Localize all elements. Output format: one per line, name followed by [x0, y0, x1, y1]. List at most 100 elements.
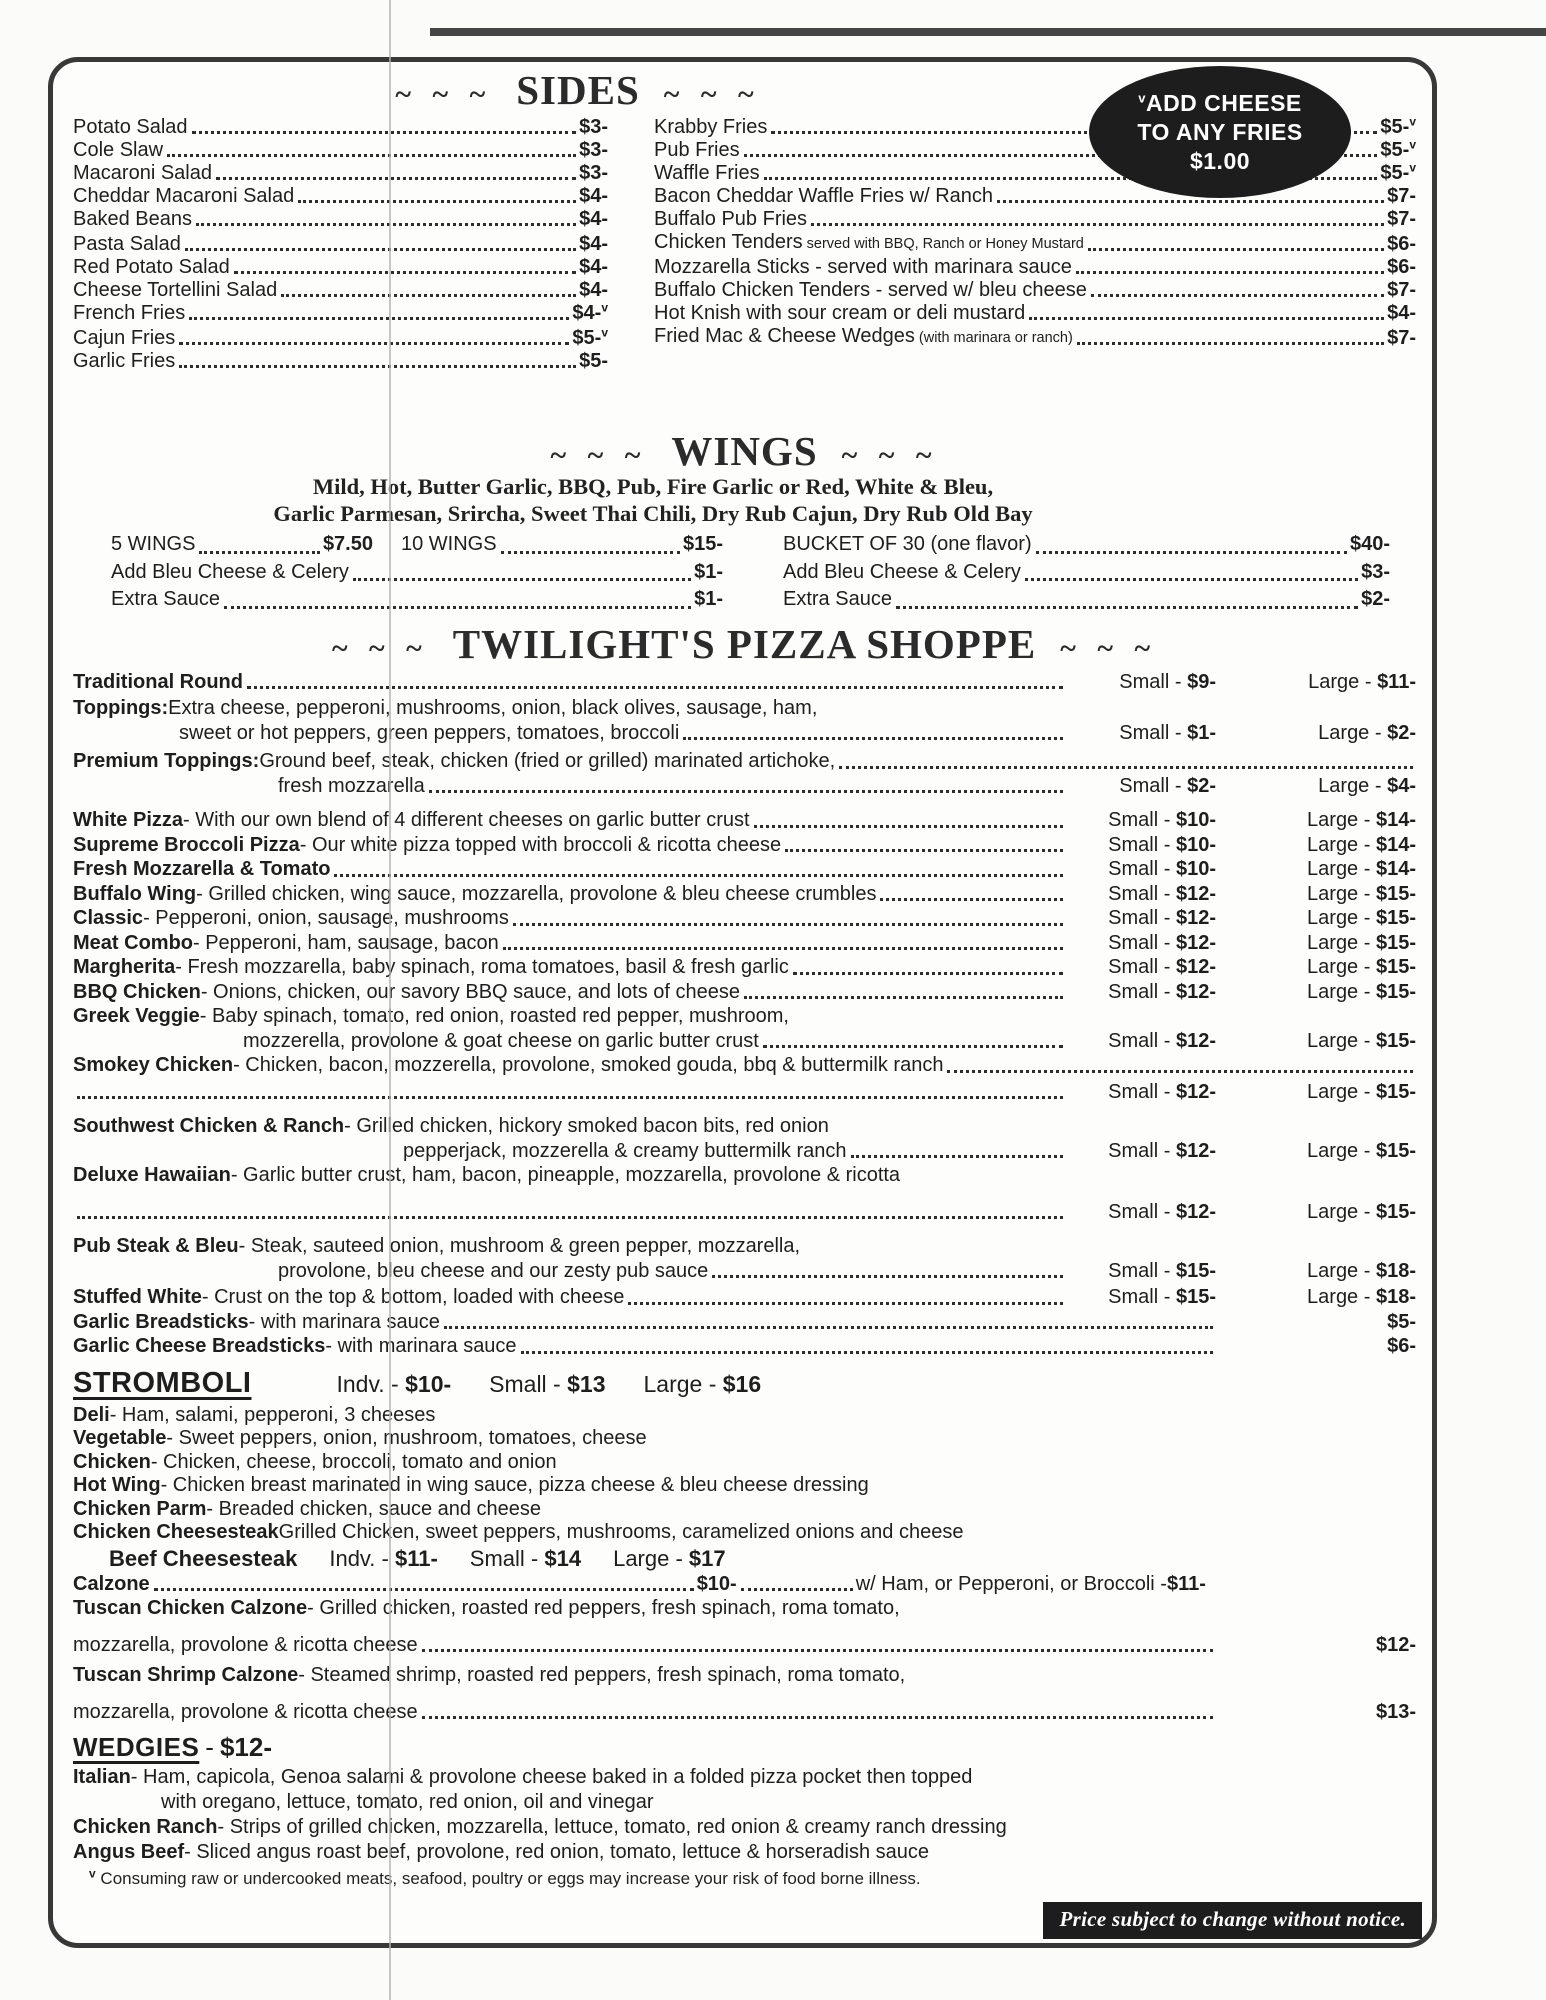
- menu-line: sweet or hot peppers, green peppers, tom…: [179, 721, 1416, 746]
- item-price: $12-: [1175, 980, 1216, 1003]
- menu-item: Cheddar Macaroni Salad $4-: [73, 185, 608, 208]
- wings-flavors-line2: Garlic Parmesan, Srircha, Sweet Thai Chi…: [273, 501, 1033, 526]
- size-label: Small -: [1108, 858, 1176, 880]
- item-name: Krabby Fries: [654, 116, 768, 138]
- menu-line: Margherita - Fresh mozzarella, baby spin…: [73, 955, 1416, 980]
- sides-row: Cheddar Macaroni Salad $4- Bacon Cheddar W…: [73, 185, 1416, 208]
- dotted-leader: [1090, 294, 1385, 297]
- item-price: $12-: [1175, 1139, 1216, 1162]
- item-price: $4-: [579, 279, 608, 301]
- wings-row: Add Bleu Cheese & Celery $1- Add Bleu Chee…: [73, 559, 1416, 587]
- item-price: $15-: [1175, 1286, 1216, 1308]
- size-label: Small -: [1108, 931, 1176, 954]
- item-name: Beef Cheesesteak: [109, 1545, 298, 1571]
- item-description: - Grilled chicken, roasted red peppers, …: [307, 1597, 900, 1619]
- item-description: mozzerella, provolone & goat cheese on g…: [243, 1029, 759, 1052]
- item-description: - Crust on the top & bottom, loaded with…: [201, 1286, 625, 1308]
- footnote-text: Consuming raw or undercooked meats, seaf…: [100, 1869, 921, 1888]
- small-price-col: Small - $12-: [1066, 1029, 1216, 1054]
- menu-item: Baked Beans $4-: [73, 208, 608, 231]
- item-price: $10-: [696, 1572, 737, 1595]
- item-price: $15-: [1375, 931, 1416, 954]
- beef-cheesesteak-line: Beef Cheesesteak Indv. - $11- Small - $14 L…: [109, 1545, 1416, 1572]
- wedgies-header: WEDGIES - $12-: [73, 1732, 1416, 1763]
- wedgies-separator: -: [205, 1732, 214, 1762]
- item-name: Hot Knish with sour cream or deli mustar…: [654, 302, 1026, 324]
- item-price: $15-: [682, 533, 723, 555]
- tilde-ornament: ~ ~ ~: [663, 78, 761, 111]
- large-price-col: Large - $18-: [1216, 1259, 1416, 1284]
- dotted-leader: [500, 550, 680, 554]
- item-price: $15-: [1375, 907, 1416, 929]
- stromboli-header: STROMBOLI Indv. - $10- Small - $13 Large -…: [73, 1367, 1416, 1400]
- sides-title: SIDES: [516, 67, 640, 113]
- item-price: $4-: [579, 233, 608, 255]
- dotted-leader: [1035, 550, 1347, 554]
- item-price: $15-: [1375, 1200, 1416, 1223]
- item-name: Chicken: [73, 1450, 151, 1473]
- size-price: Small - $13: [489, 1371, 605, 1398]
- item-description: - Onions, chicken, our savory BBQ sauce,…: [200, 980, 740, 1003]
- item-price: $5-v: [1380, 114, 1416, 138]
- item-name: Cole Slaw: [73, 139, 164, 161]
- sides-row: Garlic Fries $5-: [73, 350, 1416, 373]
- item-description: - Our white pizza topped with broccoli &…: [299, 833, 782, 856]
- sides-right-cell: Buffalo Pub Fries $7-: [654, 208, 1416, 231]
- dotted-leader: [850, 1155, 1063, 1158]
- sides-row: French Fries $4-v Hot Knish with sour crea…: [73, 300, 1416, 325]
- large-price-col: Large - $15-: [1216, 980, 1416, 1005]
- item-name: Add Bleu Cheese & Celery: [783, 560, 1021, 583]
- sides-right-cell: Waffle Fries $5-v: [654, 161, 1416, 185]
- item-name: Cajun Fries: [73, 327, 176, 349]
- dotted-leader: [153, 1588, 694, 1591]
- price-col: $13-: [1216, 1700, 1416, 1725]
- item-price: $4-: [1387, 302, 1416, 324]
- size-label: Small -: [1119, 721, 1188, 744]
- tilde-ornament: ~ ~ ~: [841, 439, 939, 472]
- large-price-col: Large - $15-: [1216, 931, 1416, 956]
- menu-line: Buffalo Wing - Grilled chicken, wing sau…: [73, 882, 1416, 907]
- dotted-leader: [223, 605, 692, 609]
- size-label: Large -: [1307, 956, 1376, 978]
- item-description: - Breaded chicken, sauce and cheese: [206, 1497, 542, 1520]
- menu-line: provolone, bleu cheese and our zesty pub…: [278, 1259, 1416, 1284]
- dotted-leader: [628, 1301, 1063, 1305]
- menu-item: Pasta Salad $4-: [73, 231, 608, 256]
- sides-row: Cole Slaw $3- Pub Fries $5-v: [73, 138, 1416, 162]
- dotted-leader: [281, 294, 577, 297]
- menu-line: Smokey Chicken - Chicken, bacon, mozzere…: [73, 1053, 1416, 1078]
- size-label: Large -: [613, 1545, 689, 1571]
- sides-left-cell: Baked Beans $4-: [73, 208, 608, 231]
- item-price: $15-: [1175, 1259, 1216, 1282]
- dotted-leader: [1075, 271, 1385, 274]
- menu-item: Potato Salad $3-: [73, 116, 608, 139]
- small-price-col: Small - $15-: [1066, 1285, 1216, 1310]
- small-price-col: Small - $12-: [1066, 980, 1216, 1005]
- add-cheese-badge: vADD CHEESE TO ANY FRIES $1.00: [1089, 66, 1351, 198]
- item-name: White Pizza: [73, 809, 184, 831]
- dotted-leader: [199, 550, 320, 554]
- item-name: Tuscan Chicken Calzone: [73, 1597, 308, 1619]
- item-name: Hot Wing: [73, 1474, 161, 1496]
- dotted-leader: [77, 1096, 1063, 1099]
- dotted-leader: [762, 1045, 1063, 1048]
- size-label: Large -: [1307, 1200, 1376, 1223]
- sides-left-cell: Cheddar Macaroni Salad $4-: [73, 185, 608, 208]
- dotted-leader: [179, 365, 577, 368]
- v-mark: v: [1138, 89, 1146, 105]
- menu-line: Toppings: Extra cheese, pepperoni, mushr…: [73, 696, 1416, 721]
- sides-section-header: ~ ~ ~ SIDES ~ ~ ~: [73, 68, 1083, 112]
- item-name: Toppings:: [73, 697, 169, 719]
- menu-line: Chicken - Chicken, cheese, broccoli, tom…: [73, 1451, 1416, 1475]
- sides-row: Cheese Tortellini Salad $4- Buffalo Chicke…: [73, 279, 1416, 302]
- small-price-col: Small - $12-: [1066, 1080, 1216, 1105]
- size-label: Small -: [1119, 670, 1188, 693]
- large-price-col: Large - $14-: [1216, 857, 1416, 882]
- menu-item: Buffalo Pub Fries $7-: [654, 208, 1416, 231]
- item-name: BBQ Chicken: [73, 980, 201, 1003]
- item-price: $1-: [1187, 721, 1216, 744]
- menu-line: pepperjack, mozzerella & creamy buttermi…: [403, 1139, 1416, 1164]
- item-price: $2-: [1187, 774, 1216, 797]
- item-name: 10 WINGS: [401, 533, 497, 555]
- v-mark: v: [601, 300, 608, 315]
